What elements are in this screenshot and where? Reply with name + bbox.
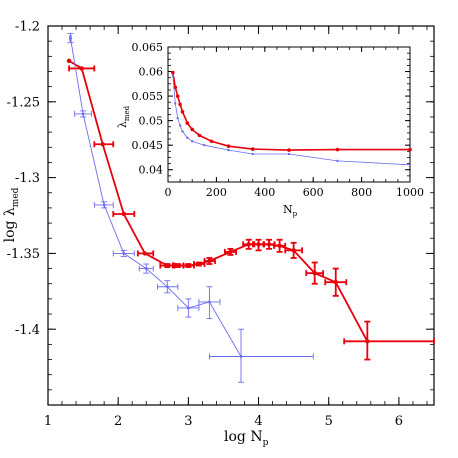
main-x-tick-label: 2	[114, 414, 122, 429]
inset-data-point	[226, 144, 231, 148]
inset-data-point	[178, 102, 182, 107]
main-data-point	[144, 267, 148, 270]
inset-data-point	[250, 147, 255, 151]
inset-axis-ticks: 0 200 400 600 800 1000 0.04 0.045 0.05 0.055 0.06 0…	[132, 41, 425, 199]
inset-y-axis-label: λmed	[116, 105, 131, 128]
main-data-point	[165, 285, 169, 289]
main-data-point	[196, 261, 202, 267]
inset-y-tick-label: 0.06	[139, 65, 164, 78]
main-data-point	[208, 300, 211, 304]
main-data-point	[256, 242, 261, 247]
main-y-tick-label: -1.4	[15, 323, 40, 338]
inset-data-point	[197, 133, 202, 138]
main-data-point	[333, 280, 338, 285]
inset-data-point	[174, 102, 177, 105]
inset-data-point	[171, 74, 175, 77]
main-x-tick-label: 5	[325, 414, 333, 429]
inset-y-tick-label: 0.04	[139, 164, 164, 177]
inset-data-point	[209, 139, 214, 144]
inset-data-point	[408, 163, 412, 167]
inset-data-point	[227, 148, 230, 152]
inset-data-point	[335, 147, 340, 152]
inset-data-point	[186, 136, 189, 140]
main-data-point	[312, 270, 317, 276]
inset-series-layer	[171, 70, 412, 167]
main-data-point	[79, 66, 84, 71]
inset-y-tick-label: 0.055	[132, 90, 164, 103]
inset-x-tick-label: 0	[165, 186, 172, 199]
main-chart: 1 2 3 4 5 6 -1.2 -1.25 -1.3 -1.35 -1.4 log Np log …	[2, 20, 435, 448]
main-data-point	[291, 248, 296, 253]
main-data-point	[81, 112, 85, 116]
inset-y-tick-label: 0.065	[132, 41, 164, 54]
main-axis-ticks: 1 2 3 4 5 6 -1.2 -1.25 -1.3 -1.35 -1.4	[7, 20, 434, 429]
main-data-point	[121, 211, 126, 217]
inset-data-point	[185, 121, 190, 125]
main-x-tick-label: 1	[44, 414, 52, 429]
main-data-point	[66, 58, 72, 64]
inset-x-tick-label: 600	[303, 186, 324, 199]
main-series-layer	[66, 33, 435, 383]
main-data-point	[365, 339, 370, 344]
inset-data-point	[336, 159, 339, 163]
inset-data-point	[203, 143, 206, 147]
main-data-point	[175, 263, 181, 268]
inset-y-tick-label: 0.05	[139, 114, 164, 127]
inset-x-tick-label: 400	[254, 186, 275, 199]
main-x-tick-label: 3	[184, 414, 192, 429]
inset-data-point	[176, 116, 179, 120]
main-data-point	[142, 251, 148, 256]
main-data-point	[239, 355, 243, 358]
inset-data-point	[408, 147, 412, 152]
inset-x-tick-label: 1000	[396, 186, 424, 199]
inset-data-point	[190, 127, 194, 132]
main-data-point	[122, 252, 126, 255]
main-x-tick-label: 4	[254, 414, 262, 429]
inset-data-point	[251, 152, 254, 156]
inset-data-point	[180, 110, 185, 114]
main-data-point	[69, 36, 72, 40]
inset-data-point	[178, 124, 182, 127]
main-data-point	[277, 243, 282, 249]
main-error-bar	[343, 320, 435, 361]
main-data-point	[186, 306, 190, 310]
main-data-point	[102, 203, 106, 207]
main-y-axis-label: log λmed	[2, 187, 21, 242]
inset-data-point	[191, 140, 194, 143]
inset-plot-frame	[167, 46, 411, 183]
inset-x-axis-label: Np	[283, 203, 298, 218]
inset-data-point	[287, 152, 291, 156]
inset-x-tick-label: 800	[351, 186, 372, 199]
main-error-bar	[208, 328, 314, 383]
inset-y-tick-label: 0.045	[132, 139, 164, 152]
main-y-tick-label: -1.3	[15, 171, 40, 186]
main-data-point	[100, 142, 105, 147]
main-y-tick-label: -1.25	[7, 95, 40, 110]
main-y-tick-label: -1.2	[15, 20, 40, 35]
main-data-point	[165, 263, 170, 268]
main-x-tick-label: 6	[395, 414, 403, 429]
inset-data-point	[171, 70, 175, 75]
main-y-tick-label: -1.35	[7, 247, 40, 262]
main-data-point	[228, 249, 233, 255]
main-data-point	[186, 263, 191, 268]
inset-data-point	[181, 130, 184, 133]
main-plot-frame	[47, 25, 435, 406]
main-data-point	[207, 258, 212, 264]
inset-x-tick-label: 200	[206, 186, 227, 199]
main-x-axis-label: log Np	[224, 429, 269, 448]
main-data-point	[266, 242, 272, 247]
main-data-point	[246, 242, 251, 247]
inset-chart: 0 200 400 600 800 1000 0.04 0.045 0.05 0.055 0.06 0…	[116, 41, 424, 218]
inset-data-point	[175, 94, 180, 98]
inset-data-point	[173, 85, 178, 90]
inset-data-point	[287, 148, 291, 152]
